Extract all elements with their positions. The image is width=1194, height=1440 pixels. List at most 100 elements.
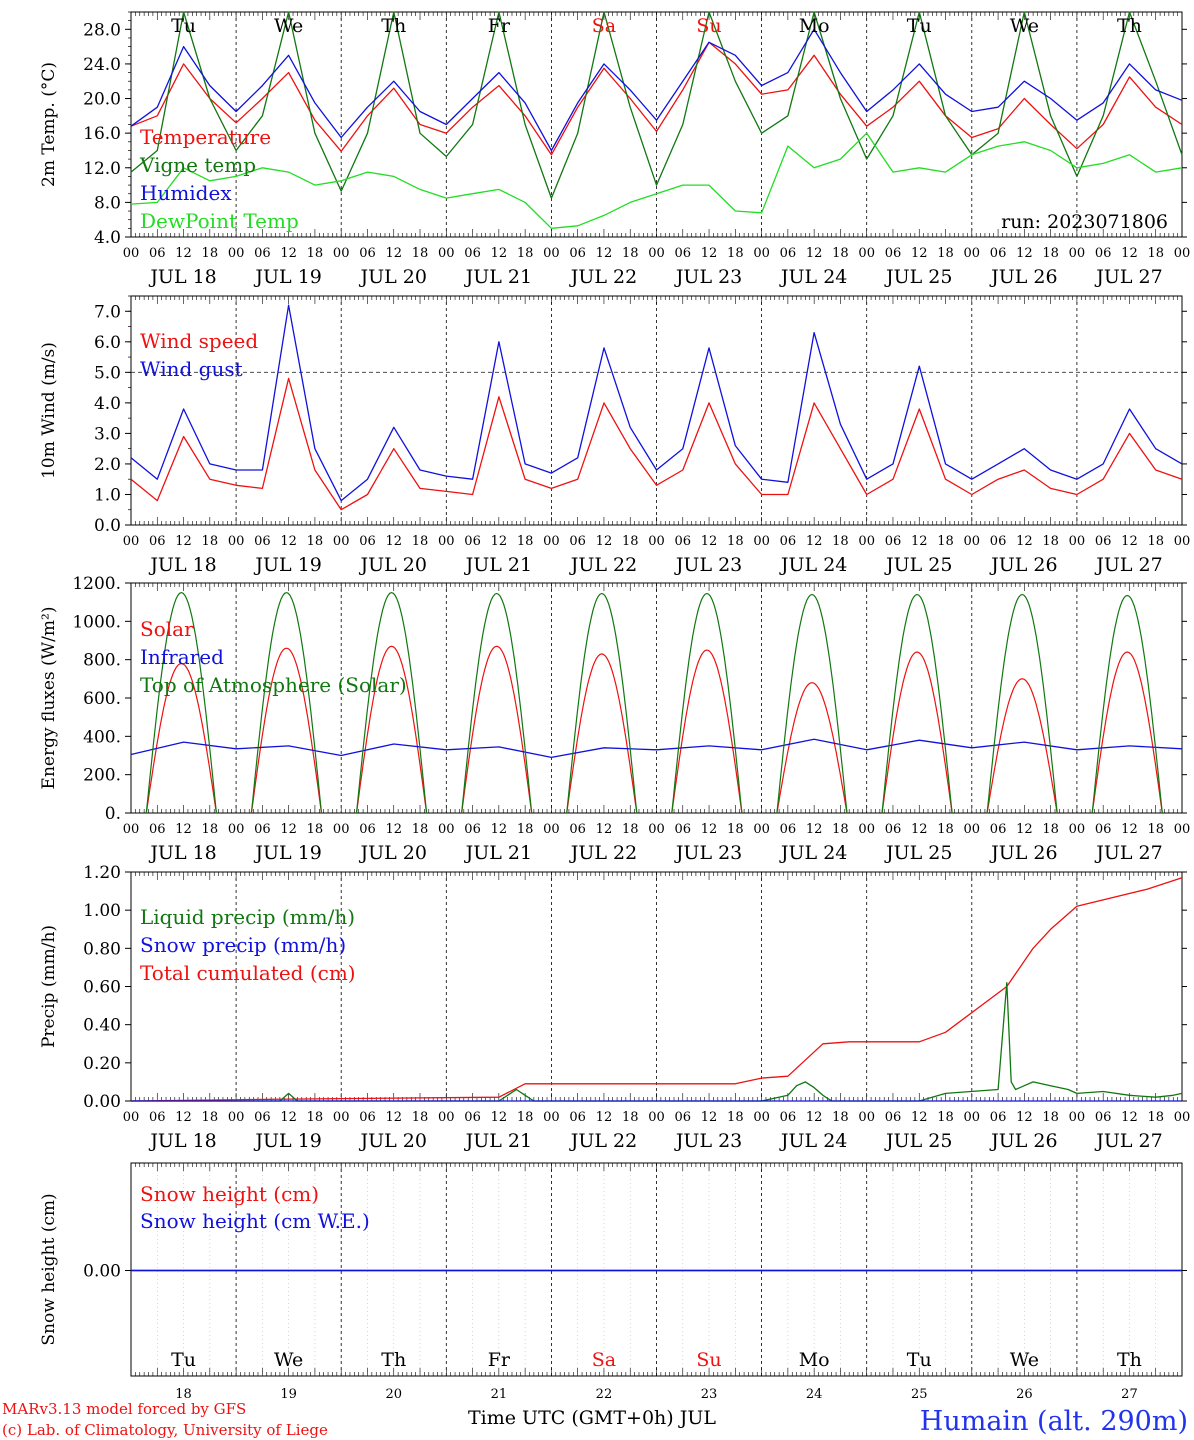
legend-entry: Infrared xyxy=(140,645,224,669)
weekday-label: Th xyxy=(1117,15,1142,37)
hour-label: 06 xyxy=(464,1110,481,1125)
hour-label: 06 xyxy=(1095,534,1112,549)
hour-label: 12 xyxy=(175,822,192,837)
day-number: 21 xyxy=(491,1387,508,1402)
hour-label: 00 xyxy=(858,822,875,837)
hour-label: 06 xyxy=(1095,822,1112,837)
hour-label: 06 xyxy=(149,822,166,837)
hour-label: 18 xyxy=(202,822,219,837)
hour-label: 06 xyxy=(359,1110,376,1125)
day-number: 18 xyxy=(175,1387,192,1402)
hour-label: 18 xyxy=(622,246,639,261)
series-total-cumulated-cm- xyxy=(130,877,1183,1102)
weekday-label: Mo xyxy=(799,1349,830,1371)
hour-label: 18 xyxy=(412,246,429,261)
y-tick-label: 12.0 xyxy=(83,159,121,179)
date-label: JUL 26 xyxy=(989,1130,1057,1152)
hour-label: 00 xyxy=(753,246,770,261)
date-label: JUL 20 xyxy=(359,554,427,576)
date-label: JUL 24 xyxy=(779,1130,847,1152)
weekday-label: Th xyxy=(381,1349,406,1371)
y-tick-label: 1.20 xyxy=(83,863,121,883)
run-label: run: 2023071806 xyxy=(1001,211,1168,233)
date-label: JUL 27 xyxy=(1094,842,1162,864)
hour-label: 18 xyxy=(937,534,954,549)
hour-label: 18 xyxy=(412,1110,429,1125)
weekday-label: Mo xyxy=(799,15,830,37)
day-number: 19 xyxy=(280,1387,297,1402)
hour-label: 18 xyxy=(937,246,954,261)
date-label: JUL 25 xyxy=(884,1130,952,1152)
hour-label: 00 xyxy=(228,246,245,261)
hour-label: 00 xyxy=(228,822,245,837)
hour-label: 00 xyxy=(543,534,560,549)
date-label: JUL 27 xyxy=(1094,554,1162,576)
weekday-label: Th xyxy=(1117,1349,1142,1371)
hour-label: 18 xyxy=(727,1110,744,1125)
hour-label: 18 xyxy=(517,246,534,261)
hour-label: 00 xyxy=(858,534,875,549)
hour-label: 12 xyxy=(911,1110,928,1125)
hour-label: 00 xyxy=(648,246,665,261)
y-tick-label: 7.0 xyxy=(94,302,121,322)
hour-label: 12 xyxy=(280,246,297,261)
hour-label: 18 xyxy=(1147,534,1164,549)
y-tick-label: 8.0 xyxy=(94,193,121,213)
date-label: JUL 22 xyxy=(569,842,637,864)
hour-label: 18 xyxy=(937,1110,954,1125)
hour-label: 12 xyxy=(1016,822,1033,837)
hour-label: 12 xyxy=(911,534,928,549)
date-label: JUL 26 xyxy=(989,266,1057,288)
y-tick-label: 16.0 xyxy=(83,124,121,144)
series-vigne-temp xyxy=(130,11,1183,199)
hour-label: 12 xyxy=(596,1110,613,1125)
weekday-label: Tu xyxy=(907,15,932,37)
hour-label: 06 xyxy=(464,822,481,837)
footer: Time UTC (GMT+0h) JUL MARv3.13 model forc… xyxy=(2,1400,1188,1439)
date-label: JUL 21 xyxy=(464,266,532,288)
hour-label: 00 xyxy=(753,534,770,549)
legend-entry: Liquid precip (mm/h) xyxy=(140,905,355,929)
date-label: JUL 22 xyxy=(569,554,637,576)
series-top-of-atmosphere-solar- xyxy=(145,591,1163,814)
date-label: JUL 25 xyxy=(884,266,952,288)
hour-label: 06 xyxy=(359,246,376,261)
plot-frame xyxy=(130,11,1183,238)
y-axis-title: 10m Wind (m/s) xyxy=(39,342,59,479)
y-tick-label: 2.0 xyxy=(94,455,121,475)
hour-label: 00 xyxy=(1174,822,1191,837)
hour-label: 12 xyxy=(491,534,508,549)
hour-label: 12 xyxy=(491,246,508,261)
hour-label: 00 xyxy=(1174,534,1191,549)
hour-label: 12 xyxy=(280,534,297,549)
weekday-label: We xyxy=(274,15,303,37)
date-label: JUL 18 xyxy=(148,1130,216,1152)
weekday-label: Th xyxy=(381,15,406,37)
hour-label: 12 xyxy=(701,1110,718,1125)
date-label: JUL 24 xyxy=(779,842,847,864)
hour-label: 00 xyxy=(648,534,665,549)
series-infrared xyxy=(130,738,1183,759)
hour-label: 00 xyxy=(123,246,140,261)
hour-label: 12 xyxy=(385,1110,402,1125)
hour-label: 00 xyxy=(964,822,981,837)
hour-label: 06 xyxy=(569,822,586,837)
hour-label: 12 xyxy=(1016,1110,1033,1125)
hour-label: 12 xyxy=(1016,246,1033,261)
date-label: JUL 24 xyxy=(779,266,847,288)
date-label: JUL 22 xyxy=(569,266,637,288)
hour-label: 12 xyxy=(806,246,823,261)
weekday-label: Su xyxy=(696,15,721,37)
date-label: JUL 20 xyxy=(359,1130,427,1152)
date-label: JUL 25 xyxy=(884,842,952,864)
date-label: JUL 19 xyxy=(253,1130,321,1152)
day-number: 27 xyxy=(1121,1387,1138,1402)
legend-entry: Temperature xyxy=(140,125,271,149)
date-label: JUL 23 xyxy=(674,554,742,576)
hour-label: 00 xyxy=(1174,1110,1191,1125)
hour-label: 00 xyxy=(228,1110,245,1125)
legend-entry: Snow precip (mm/h) xyxy=(140,933,346,957)
series-dewpoint-temp xyxy=(130,132,1183,229)
hour-label: 06 xyxy=(885,1110,902,1125)
weekday-label: Fr xyxy=(488,1349,511,1371)
